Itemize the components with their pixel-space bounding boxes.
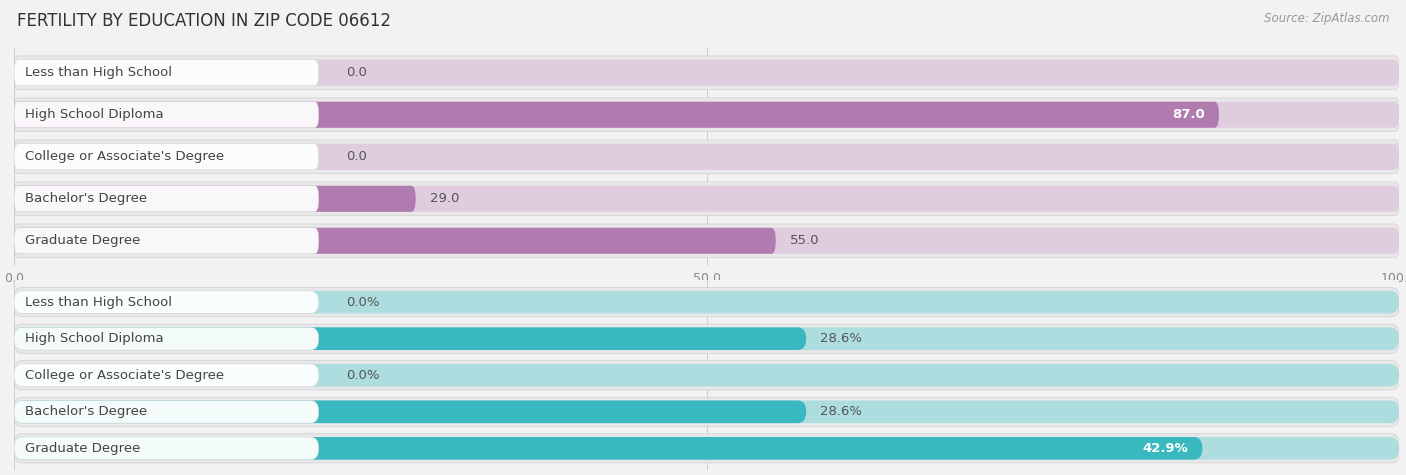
Text: 28.6%: 28.6% bbox=[820, 405, 862, 418]
FancyBboxPatch shape bbox=[14, 361, 1399, 390]
FancyBboxPatch shape bbox=[14, 397, 1399, 427]
FancyBboxPatch shape bbox=[14, 102, 319, 128]
Text: 87.0: 87.0 bbox=[1173, 108, 1205, 121]
FancyBboxPatch shape bbox=[14, 228, 776, 254]
Text: 0.0%: 0.0% bbox=[346, 295, 380, 309]
FancyBboxPatch shape bbox=[14, 144, 1399, 170]
Text: Bachelor's Degree: Bachelor's Degree bbox=[25, 192, 148, 205]
Text: Graduate Degree: Graduate Degree bbox=[25, 234, 141, 247]
FancyBboxPatch shape bbox=[14, 291, 319, 314]
Text: Less than High School: Less than High School bbox=[25, 295, 172, 309]
FancyBboxPatch shape bbox=[14, 102, 1399, 128]
FancyBboxPatch shape bbox=[14, 437, 1202, 460]
FancyBboxPatch shape bbox=[14, 144, 319, 170]
FancyBboxPatch shape bbox=[14, 186, 1399, 212]
FancyBboxPatch shape bbox=[14, 98, 1399, 132]
FancyBboxPatch shape bbox=[14, 291, 1399, 314]
Text: 29.0: 29.0 bbox=[430, 192, 458, 205]
Text: Graduate Degree: Graduate Degree bbox=[25, 442, 141, 455]
FancyBboxPatch shape bbox=[14, 140, 1399, 173]
FancyBboxPatch shape bbox=[14, 228, 1399, 254]
Text: 0.0: 0.0 bbox=[346, 66, 367, 79]
Text: High School Diploma: High School Diploma bbox=[25, 108, 163, 121]
FancyBboxPatch shape bbox=[14, 364, 1399, 387]
Text: 0.0%: 0.0% bbox=[346, 369, 380, 382]
Text: 55.0: 55.0 bbox=[790, 234, 820, 247]
FancyBboxPatch shape bbox=[14, 186, 319, 212]
FancyBboxPatch shape bbox=[14, 182, 1399, 216]
FancyBboxPatch shape bbox=[14, 60, 319, 86]
FancyBboxPatch shape bbox=[14, 186, 416, 212]
FancyBboxPatch shape bbox=[14, 56, 1399, 89]
Text: Bachelor's Degree: Bachelor's Degree bbox=[25, 405, 148, 418]
FancyBboxPatch shape bbox=[14, 327, 806, 350]
FancyBboxPatch shape bbox=[14, 364, 319, 387]
FancyBboxPatch shape bbox=[14, 228, 319, 254]
FancyBboxPatch shape bbox=[14, 327, 1399, 350]
Text: 42.9%: 42.9% bbox=[1143, 442, 1188, 455]
Text: College or Associate's Degree: College or Associate's Degree bbox=[25, 369, 225, 382]
Text: FERTILITY BY EDUCATION IN ZIP CODE 06612: FERTILITY BY EDUCATION IN ZIP CODE 06612 bbox=[17, 12, 391, 30]
FancyBboxPatch shape bbox=[14, 60, 1399, 86]
FancyBboxPatch shape bbox=[14, 102, 1219, 128]
FancyBboxPatch shape bbox=[14, 324, 1399, 353]
FancyBboxPatch shape bbox=[14, 327, 319, 350]
Text: Less than High School: Less than High School bbox=[25, 66, 172, 79]
Text: College or Associate's Degree: College or Associate's Degree bbox=[25, 150, 225, 163]
FancyBboxPatch shape bbox=[14, 400, 319, 423]
Text: 0.0: 0.0 bbox=[346, 150, 367, 163]
FancyBboxPatch shape bbox=[14, 400, 806, 423]
FancyBboxPatch shape bbox=[14, 287, 1399, 317]
FancyBboxPatch shape bbox=[14, 437, 1399, 460]
FancyBboxPatch shape bbox=[14, 434, 1399, 463]
Text: 28.6%: 28.6% bbox=[820, 332, 862, 345]
FancyBboxPatch shape bbox=[14, 400, 1399, 423]
FancyBboxPatch shape bbox=[14, 224, 1399, 257]
Text: Source: ZipAtlas.com: Source: ZipAtlas.com bbox=[1264, 12, 1389, 25]
Text: High School Diploma: High School Diploma bbox=[25, 332, 163, 345]
FancyBboxPatch shape bbox=[14, 437, 319, 460]
